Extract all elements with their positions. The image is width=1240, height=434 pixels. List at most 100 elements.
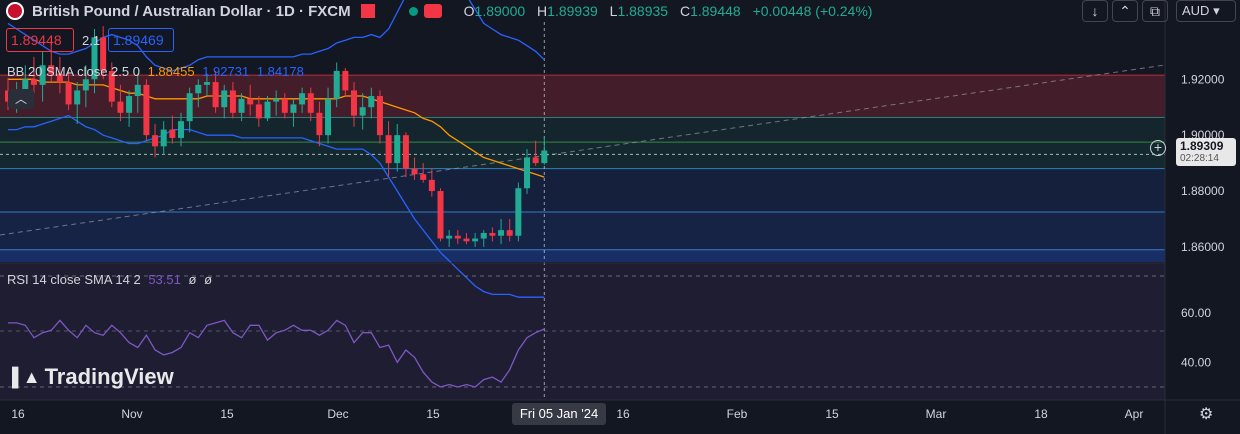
candle-body (385, 135, 392, 164)
candle-body (376, 96, 383, 136)
candle-body (56, 73, 63, 83)
candle-body (126, 96, 133, 113)
time-tick-label: 15 (825, 407, 839, 421)
bb-lower-line (8, 114, 545, 298)
candle-body (100, 37, 107, 71)
time-tick-label: Apr (1125, 407, 1144, 421)
crosshair-date-label: Fri 05 Jan '24 (512, 403, 606, 425)
candle-body (169, 129, 176, 138)
add-alert-icon[interactable]: + (1150, 140, 1166, 156)
candle-body (212, 82, 219, 108)
bb-legend[interactable]: BB 20 SMA close 2.5 0 1.88455 1.92731 1.… (7, 64, 304, 79)
candle-body (39, 65, 46, 85)
candles (5, 26, 548, 247)
candle-body (186, 93, 193, 122)
candle-body (402, 135, 409, 169)
open-value: 1.89000 (474, 3, 526, 19)
time-tick-label: 16 (616, 407, 630, 421)
flag-marker-icon[interactable] (360, 4, 375, 18)
candle-body (472, 238, 479, 242)
price-tick-label: 1.88000 (1181, 184, 1225, 198)
open-label: O (463, 3, 475, 19)
candle-body (446, 235, 453, 239)
candle-body (394, 135, 401, 164)
candle-body (290, 104, 297, 113)
candle-body (117, 101, 124, 113)
candle-body (134, 84, 141, 97)
sell-button[interactable]: 1.89448 (6, 28, 74, 52)
time-tick-label: Nov (121, 407, 142, 421)
candle-body (411, 168, 418, 175)
zone-upper (0, 117, 1165, 143)
grid (0, 22, 1166, 400)
rsi-value: 53.51 (148, 272, 181, 287)
candle-body (143, 84, 150, 136)
candle-body (273, 98, 280, 102)
market-open-icon (408, 6, 418, 16)
tradingview-logo-icon: ▌▲ (12, 366, 41, 387)
rsi-line (8, 319, 545, 388)
low-label: L (609, 3, 618, 19)
watermark: ▌▲ TradingView (12, 364, 174, 390)
candle-body (325, 98, 332, 136)
symbol-title[interactable]: British Pound / Australian Dollar · 1D ·… (32, 2, 351, 20)
candle-body (420, 174, 427, 180)
high-label: H (537, 3, 548, 19)
candle-body (255, 104, 262, 119)
countdown-value: 02:28:14 (1180, 153, 1219, 164)
candle-body (299, 93, 306, 105)
data-status-icon[interactable] (423, 4, 442, 18)
candle-body (506, 230, 513, 236)
candle-body (281, 98, 288, 113)
time-tick-label: 15 (426, 407, 440, 421)
candle-body (91, 37, 98, 80)
fullscreen-icon[interactable]: ⧉ (1142, 0, 1168, 22)
bb-upper-value: 1.92731 (202, 64, 250, 79)
candle-body (203, 82, 210, 85)
time-tick-label: Feb (727, 407, 748, 421)
bb-lower-value: 1.84178 (256, 64, 304, 79)
time-tick-label: Mar (926, 407, 947, 421)
candle-body (229, 90, 236, 113)
time-tick-label: Dec (327, 407, 348, 421)
candle-body (30, 79, 37, 85)
time-tick-label: 16 (11, 407, 25, 421)
candle-body (532, 157, 539, 164)
candle-body (108, 70, 115, 102)
time-tick-label: 15 (220, 407, 234, 421)
rsi-label: RSI 14 close SMA 14 2 (7, 272, 141, 287)
zone-resistance (0, 75, 1165, 118)
candle-body (82, 79, 89, 91)
current-price-value: 1.89309 (1180, 139, 1224, 153)
candle-body (22, 79, 29, 94)
candle-body (316, 112, 323, 136)
candle-body (74, 90, 81, 105)
buy-button[interactable]: 1.89469 (108, 28, 174, 52)
change-value: +0.00448 (+0.24%) (752, 3, 873, 19)
candle-body (342, 70, 349, 91)
candle-body (541, 150, 548, 164)
close-label: C (679, 3, 691, 19)
candle-body (247, 98, 254, 105)
rsi-legend[interactable]: RSI 14 close SMA 14 2 53.51 ø ø (7, 272, 212, 287)
candle-body (351, 90, 357, 116)
candle-body (160, 129, 167, 147)
candle-body (368, 96, 375, 108)
candle-body (264, 101, 271, 119)
currency-select[interactable]: AUD ▾ (1176, 0, 1236, 22)
collapse-legend-icon[interactable]: ︿ (8, 89, 34, 109)
candle-body (463, 238, 470, 242)
chart-header: British Pound / Australian Dollar · 1D ·… (0, 0, 880, 22)
zone-bottom (0, 249, 1165, 262)
zone-lower (0, 168, 1165, 212)
rsi-tick-label: 40.00 (1181, 355, 1211, 369)
candle-body (178, 121, 184, 138)
candle-body (437, 191, 444, 239)
current-price-label: 1.89309 02:28:14 (1176, 138, 1236, 166)
gear-icon[interactable]: ⚙ (1199, 406, 1214, 423)
down-arrow-icon[interactable]: ↓ (1082, 0, 1108, 22)
collapse-icon[interactable]: ⌃ (1112, 0, 1138, 22)
candle-body (359, 107, 366, 116)
ohlc-values: O1.89000 H1.89939 L1.88935 C1.89448 +0.0… (464, 3, 881, 19)
